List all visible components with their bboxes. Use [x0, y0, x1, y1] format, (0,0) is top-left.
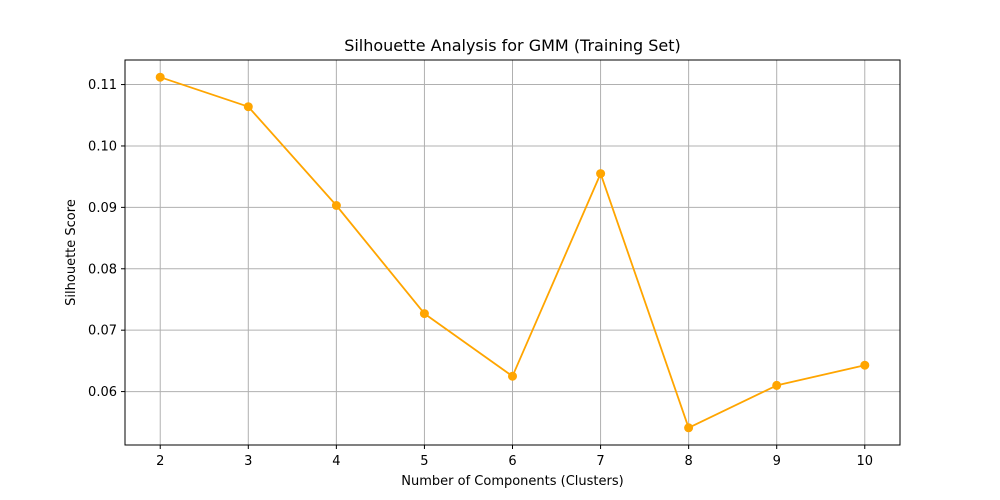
data-point-5: [419, 309, 429, 319]
y-tick-label: 0.11: [88, 78, 117, 93]
x-axis-label: Number of Components (Clusters): [401, 474, 623, 489]
x-tick-label: 10: [856, 454, 873, 469]
x-tick-label: 2: [156, 454, 164, 469]
y-tick-label: 0.09: [88, 201, 117, 216]
data-point-2: [155, 72, 165, 82]
x-tick-label: 4: [332, 454, 340, 469]
x-tick-label: 6: [508, 454, 516, 469]
data-point-8: [684, 423, 694, 433]
x-tick-label: 3: [244, 454, 252, 469]
data-point-6: [508, 371, 517, 381]
y-axis-label: Silhouette Score: [64, 199, 79, 306]
chart-title: Silhouette Analysis for GMM (Training Se…: [344, 36, 681, 55]
x-tick-label: 8: [684, 454, 692, 469]
grid: [125, 60, 900, 445]
x-tick-label: 9: [773, 454, 781, 469]
series-markers: [155, 72, 870, 433]
y-tick-label: 0.07: [88, 324, 117, 339]
y-tick-label: 0.08: [88, 262, 117, 277]
x-tick-label: 7: [596, 454, 604, 469]
data-point-7: [596, 169, 606, 179]
y-tick-label: 0.06: [88, 385, 117, 400]
data-point-10: [860, 360, 870, 370]
data-point-4: [331, 201, 341, 210]
x-tick-label: 5: [420, 454, 428, 469]
y-tick-label: 0.10: [88, 139, 117, 154]
axis-ticks: 2 3 4 5 6 7 8 9 10 0.06 0.07 0.08 0.09 0.10 0.11: [88, 78, 873, 469]
data-point-9: [772, 380, 782, 390]
data-point-3: [243, 102, 253, 112]
